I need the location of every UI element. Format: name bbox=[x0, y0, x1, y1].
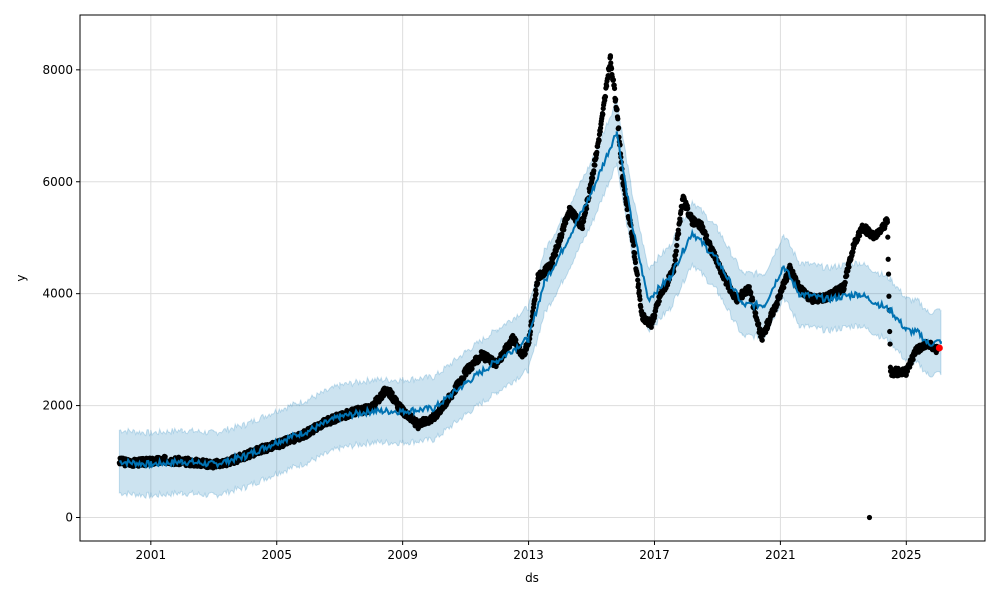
observed-point bbox=[672, 257, 678, 263]
observed-point bbox=[636, 288, 642, 294]
observed-point bbox=[389, 390, 395, 396]
observed-point bbox=[753, 310, 759, 316]
observed-point bbox=[759, 337, 765, 343]
x-tick-label: 2021 bbox=[765, 548, 796, 562]
y-tick-label: 2000 bbox=[42, 399, 73, 413]
observed-point bbox=[685, 205, 691, 212]
observed-point bbox=[614, 107, 620, 113]
observed-point bbox=[611, 85, 618, 92]
x-tick-label: 2025 bbox=[891, 548, 922, 562]
observed-point bbox=[596, 137, 602, 144]
observed-point bbox=[615, 125, 622, 131]
observed-point bbox=[549, 260, 556, 266]
observed-point bbox=[632, 250, 638, 256]
x-tick-label: 2009 bbox=[387, 548, 418, 562]
observed-point bbox=[513, 337, 519, 343]
observed-point bbox=[608, 66, 615, 72]
observed-point bbox=[750, 297, 756, 303]
observed-point bbox=[635, 281, 642, 287]
y-tick-label: 4000 bbox=[42, 287, 73, 301]
x-tick-label: 2017 bbox=[639, 548, 670, 562]
observed-point bbox=[756, 321, 762, 327]
observed-point bbox=[704, 232, 710, 239]
observed-point bbox=[673, 248, 679, 254]
observed-point bbox=[602, 94, 609, 100]
observed-point bbox=[630, 242, 637, 248]
axis-ticks: 2001 2005 2009 2013 2017 2021 2025 0 2000 4000 600… bbox=[42, 63, 921, 562]
observed-point bbox=[676, 231, 682, 237]
outlier-point bbox=[866, 514, 873, 521]
observed-point bbox=[162, 454, 168, 460]
observed-point bbox=[887, 328, 893, 335]
observed-point bbox=[634, 272, 640, 278]
observed-point bbox=[774, 301, 780, 307]
observed-point bbox=[652, 312, 658, 319]
observed-point bbox=[559, 231, 565, 237]
observed-point bbox=[887, 341, 893, 347]
observed-point bbox=[594, 149, 600, 155]
observed-point bbox=[532, 296, 538, 302]
observed-point bbox=[469, 365, 475, 372]
observed-point bbox=[677, 218, 683, 224]
observed-point bbox=[600, 111, 606, 117]
observed-point bbox=[533, 291, 539, 297]
observed-point bbox=[886, 293, 892, 299]
observed-point bbox=[613, 96, 619, 103]
observed-point bbox=[590, 175, 596, 181]
observed-point bbox=[584, 206, 590, 212]
observed-point bbox=[746, 284, 752, 290]
y-tick-label: 6000 bbox=[42, 175, 73, 189]
x-tick-label: 2001 bbox=[136, 548, 167, 562]
observed-point bbox=[552, 252, 559, 258]
observed-point bbox=[522, 351, 528, 357]
plot-frame bbox=[79, 14, 986, 542]
observed-point bbox=[610, 77, 617, 83]
observed-point bbox=[842, 280, 848, 286]
observed-point bbox=[844, 273, 850, 279]
observed-point bbox=[615, 116, 621, 122]
x-tick-label: 2005 bbox=[261, 548, 292, 562]
observed-point bbox=[592, 162, 598, 168]
observed-point bbox=[607, 53, 614, 59]
observed-point bbox=[630, 238, 636, 245]
observed-point bbox=[884, 219, 891, 225]
x-tick-label: 2013 bbox=[513, 548, 544, 562]
observed-point bbox=[856, 233, 863, 239]
observed-point bbox=[910, 356, 916, 363]
observed-point bbox=[885, 234, 891, 240]
observed-point bbox=[748, 289, 754, 295]
observed-point bbox=[591, 168, 597, 174]
observed-point bbox=[674, 242, 680, 249]
x-axis-label: ds bbox=[525, 571, 539, 585]
observed-point bbox=[608, 60, 614, 66]
observed-point bbox=[604, 83, 610, 89]
y-tick-label: 8000 bbox=[42, 63, 73, 77]
observed-point bbox=[846, 264, 852, 270]
observed-point bbox=[563, 220, 569, 226]
observed-point bbox=[700, 224, 706, 230]
observed-point bbox=[885, 271, 892, 277]
yhat-line bbox=[119, 131, 942, 470]
observed-point bbox=[579, 225, 586, 232]
observed-point bbox=[535, 280, 541, 286]
observed-point bbox=[770, 311, 776, 317]
observed-point bbox=[582, 210, 589, 216]
observed-point bbox=[885, 256, 891, 262]
observed-point bbox=[850, 249, 856, 255]
observed-point bbox=[632, 259, 639, 266]
y-tick-label: 0 bbox=[65, 510, 73, 524]
future-point bbox=[935, 344, 943, 352]
observed-point bbox=[597, 125, 604, 131]
observed-point bbox=[656, 298, 662, 304]
observed-point bbox=[637, 296, 643, 303]
forecast-line bbox=[119, 131, 943, 470]
observed-point bbox=[635, 277, 641, 283]
y-axis-label: y bbox=[14, 274, 28, 281]
uncertainty-interval bbox=[118, 99, 942, 500]
observed-point bbox=[781, 284, 787, 291]
observed-point bbox=[638, 304, 644, 310]
uncertainty-band bbox=[118, 99, 942, 500]
